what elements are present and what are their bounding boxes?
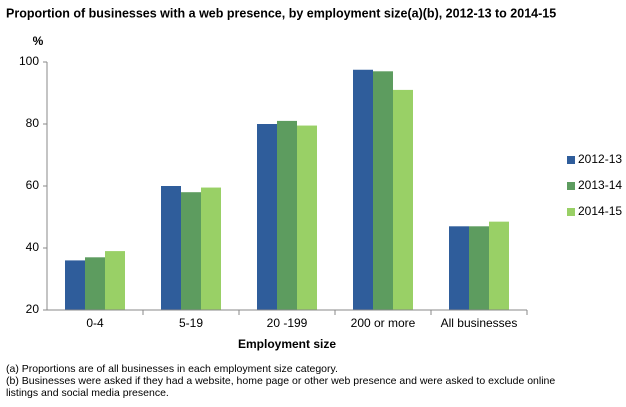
- bar: [161, 186, 181, 310]
- legend-label: 2013-14: [578, 178, 622, 192]
- bar: [469, 226, 489, 310]
- bar: [449, 226, 469, 310]
- y-tick-label: 40: [26, 240, 40, 254]
- x-tick-label: 200 or more: [351, 316, 416, 330]
- bar: [489, 221, 509, 310]
- bar: [65, 260, 85, 310]
- y-tick-label: 80: [26, 116, 40, 130]
- x-axis-label: Employment size: [238, 337, 336, 351]
- bar: [181, 192, 201, 310]
- bar: [85, 257, 105, 310]
- x-tick-label: All businesses: [441, 316, 518, 330]
- legend-label: 2012-13: [578, 152, 622, 166]
- legend-label: 2014-15: [578, 204, 622, 218]
- bar: [257, 124, 277, 310]
- bar: [277, 120, 297, 311]
- legend-swatch: [567, 156, 575, 164]
- bar: [353, 69, 373, 310]
- footnote: (b) Businesses were asked if they had a …: [6, 375, 556, 399]
- chart: Proportion of businesses with a web pres…: [6, 6, 622, 351]
- y-axis-label: %: [33, 34, 44, 48]
- y-tick-label: 100: [19, 54, 39, 68]
- bar: [297, 125, 317, 310]
- footnote: (a) Proportions are of all businesses in…: [6, 363, 338, 375]
- bar: [373, 71, 393, 310]
- x-tick-label: 5-19: [179, 316, 203, 330]
- y-tick-label: 20: [26, 302, 40, 316]
- footnotes: (a) Proportions are of all businesses in…: [6, 363, 566, 399]
- x-tick-label: 20 -199: [267, 316, 308, 330]
- y-tick-label: 60: [26, 178, 40, 192]
- chart-title: Proportion of businesses with a web pres…: [6, 6, 556, 20]
- legend-swatch: [567, 208, 575, 216]
- bar: [105, 251, 125, 310]
- bar: [201, 187, 221, 310]
- x-tick-label: 0-4: [86, 316, 104, 330]
- legend-swatch: [567, 182, 575, 190]
- bar: [393, 89, 413, 311]
